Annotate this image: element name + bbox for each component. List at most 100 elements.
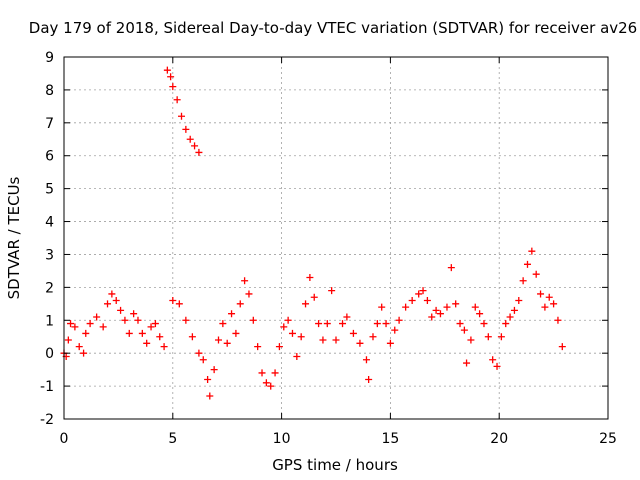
x-axis-label: GPS time / hours: [272, 456, 398, 474]
chart-title: Day 179 of 2018, Sidereal Day-to-day VTE…: [29, 19, 637, 37]
x-tick-label: 10: [273, 431, 291, 447]
data-point: [173, 96, 181, 104]
data-point: [125, 329, 133, 337]
y-tick-label: -2: [40, 412, 54, 428]
data-point: [134, 316, 142, 324]
data-point: [489, 356, 497, 364]
data-point: [117, 306, 125, 314]
data-point: [104, 300, 112, 308]
data-point: [163, 66, 171, 74]
data-point: [258, 369, 266, 377]
data-point: [415, 290, 423, 298]
data-point: [471, 303, 479, 311]
data-point: [108, 290, 116, 298]
data-point: [423, 297, 431, 305]
data-point: [391, 326, 399, 334]
y-tick-label: 2: [45, 280, 54, 296]
data-point: [245, 290, 253, 298]
data-point: [175, 300, 183, 308]
data-point: [356, 339, 364, 347]
data-point: [463, 359, 471, 367]
data-point: [558, 343, 566, 351]
data-point: [323, 320, 331, 328]
data-point: [510, 306, 518, 314]
data-point: [369, 333, 377, 341]
data-point: [160, 343, 168, 351]
data-point: [519, 277, 527, 285]
data-point: [523, 260, 531, 268]
data-point: [443, 303, 451, 311]
x-tick-label: 25: [599, 431, 617, 447]
data-point: [343, 313, 351, 321]
y-tick-label: 1: [45, 313, 54, 329]
data-point: [382, 320, 390, 328]
data-point: [280, 323, 288, 331]
data-point: [550, 300, 558, 308]
data-point: [293, 352, 301, 360]
data-point: [532, 270, 540, 278]
y-tick-label: 5: [45, 182, 54, 198]
data-point: [395, 316, 403, 324]
data-point: [332, 336, 340, 344]
data-point: [447, 264, 455, 272]
data-point: [339, 320, 347, 328]
data-point: [80, 349, 88, 357]
data-point: [432, 306, 440, 314]
data-point: [178, 112, 186, 120]
data-point: [223, 339, 231, 347]
data-point: [93, 313, 101, 321]
data-point: [480, 320, 488, 328]
x-tick-label: 20: [490, 431, 508, 447]
data-point: [408, 297, 416, 305]
data-point: [275, 343, 283, 351]
data-point: [373, 320, 381, 328]
y-tick-label: 3: [45, 247, 54, 263]
data-point: [554, 316, 562, 324]
data-point: [493, 362, 501, 370]
data-point: [182, 125, 190, 133]
data-point: [67, 320, 75, 328]
data-point: [302, 300, 310, 308]
data-points: [60, 66, 566, 400]
data-point: [476, 310, 484, 318]
y-axis-label: SDTVAR / TECUs: [5, 176, 23, 299]
data-point: [199, 356, 207, 364]
data-point: [138, 329, 146, 337]
data-point: [467, 336, 475, 344]
data-point: [99, 323, 107, 331]
data-point: [297, 333, 305, 341]
data-point: [112, 297, 120, 305]
data-point: [365, 376, 373, 384]
data-point: [452, 300, 460, 308]
data-point: [64, 336, 72, 344]
data-point: [315, 320, 323, 328]
data-point: [210, 366, 218, 374]
data-point: [186, 135, 194, 143]
data-point: [402, 303, 410, 311]
data-point: [328, 287, 336, 295]
data-point: [71, 323, 79, 331]
data-point: [386, 339, 394, 347]
data-point: [75, 343, 83, 351]
data-point: [284, 316, 292, 324]
data-point: [537, 290, 545, 298]
data-point: [147, 323, 155, 331]
y-tick-labels: -2 -1 0 1 2 3 4 5 6 7 8 9: [40, 50, 54, 428]
data-point: [249, 316, 257, 324]
data-point: [545, 293, 553, 301]
data-point: [86, 320, 94, 328]
data-point: [169, 83, 177, 91]
data-point: [288, 329, 296, 337]
data-point: [419, 287, 427, 295]
y-tick-label: 9: [45, 50, 54, 66]
data-point: [191, 142, 199, 150]
data-point: [362, 356, 370, 364]
data-point: [188, 333, 196, 341]
data-point: [156, 333, 164, 341]
x-tick-labels: 0 5 10 15 20 25: [60, 431, 617, 447]
data-point: [130, 310, 138, 318]
axis-ticks: [63, 56, 609, 420]
data-point: [254, 343, 262, 351]
x-tick-label: 15: [381, 431, 399, 447]
